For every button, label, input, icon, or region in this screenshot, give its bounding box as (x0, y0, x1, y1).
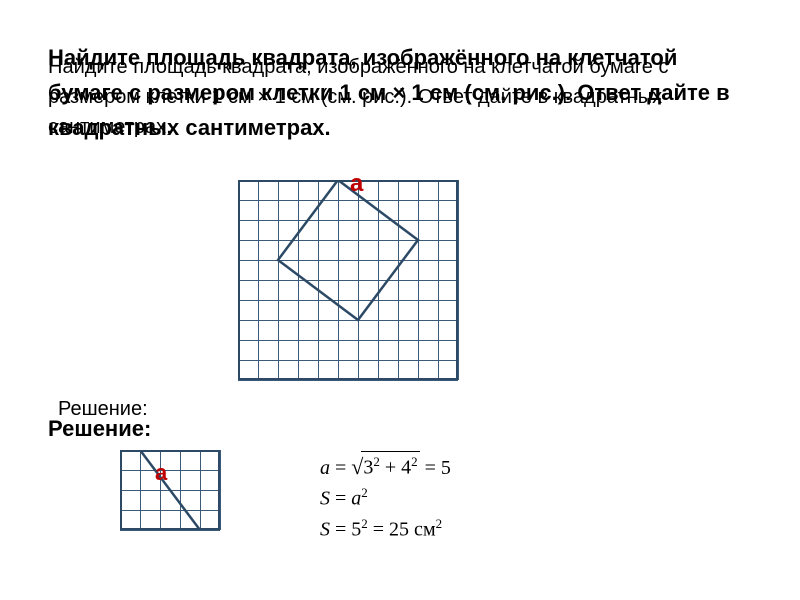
formula-rhs1: = 5 (420, 457, 451, 479)
formulas-block: a = √32 + 42 = 5 S = a2 S = 52 = 25 см2 (320, 450, 451, 544)
sqrt-icon: √32 + 42 (351, 450, 419, 483)
formula-line-2: S = a2 (320, 483, 451, 514)
problem-text-front: Найдите площадь квадрата, изображённого … (48, 40, 748, 146)
small-grid (120, 450, 220, 530)
side-label-a-main: а (350, 170, 363, 198)
solution-label-front: Решение: (48, 416, 151, 442)
side-label-a-small: а (155, 460, 167, 486)
main-grid (238, 180, 458, 380)
formula-line-3: S = 52 = 25 см2 (320, 514, 451, 545)
formula-a: a (320, 457, 330, 479)
formula-eq1: = (330, 457, 351, 479)
formula-line-1: a = √32 + 42 = 5 (320, 450, 451, 483)
